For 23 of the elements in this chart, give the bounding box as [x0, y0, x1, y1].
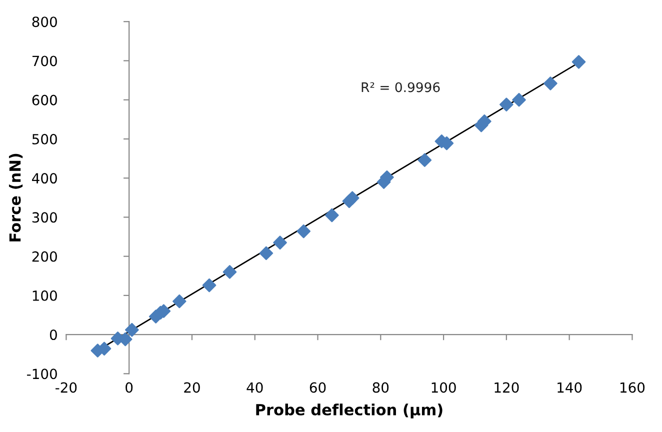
x-tick-label: 160 [620, 382, 645, 393]
y-tick-label: 600 [32, 94, 57, 106]
y-tick-label: 200 [32, 251, 57, 262]
x-tick-label: 100 [432, 382, 456, 393]
x-tick-label: 60 [310, 382, 326, 393]
annotation: R² = 0.9996 [362, 82, 440, 92]
y-tick-label: 0 [50, 330, 57, 340]
y-tick-label: -100 [27, 368, 57, 380]
y-axis-title: Force (nN) [8, 154, 23, 242]
x-tick-label: 120 [494, 382, 519, 393]
y-tick-label: 700 [32, 56, 57, 66]
x-tick-label: 140 [558, 382, 582, 393]
x-tick-label: -20 [56, 382, 77, 393]
x-tick-label: 20 [184, 382, 200, 393]
y-tick-label: 400 [32, 173, 57, 184]
x-axis-title: Probe deflection (µm) [256, 404, 442, 418]
y-tick-label: 100 [32, 290, 57, 301]
x-tick-label: 40 [246, 382, 263, 393]
x-tick-label: 80 [372, 382, 389, 393]
y-tick-label: 800 [32, 16, 57, 28]
y-tick-label: 500 [32, 134, 57, 144]
y-tick-label: 300 [32, 212, 57, 223]
x-tick-label: 0 [126, 382, 133, 393]
